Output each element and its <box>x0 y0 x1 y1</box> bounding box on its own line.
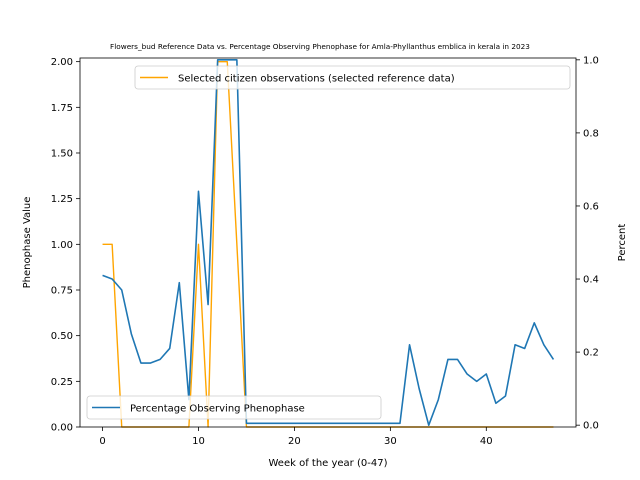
left-tick-label: 1.50 <box>51 148 73 159</box>
bottom-tick-label: 10 <box>192 436 205 447</box>
chart-title: Flowers_bud Reference Data vs. Percentag… <box>110 42 530 51</box>
right-tick-label: 0.0 <box>583 421 599 432</box>
right-y-axis-label: Percent <box>617 224 628 262</box>
legend-box <box>134 65 571 90</box>
legend-top: Selected citizen observations (selected … <box>134 65 571 90</box>
left-y-axis-label: Phenophase Value <box>22 197 33 289</box>
bottom-tick-label: 30 <box>384 436 397 447</box>
plot-area <box>102 59 555 428</box>
right-tick-label: 0.2 <box>583 348 599 359</box>
right-tick-label: 0.6 <box>583 201 599 212</box>
bottom-tick-label: 40 <box>480 436 493 447</box>
left-tick-label: 0.50 <box>51 331 73 342</box>
series-line-percentage <box>102 59 555 426</box>
legend-box <box>86 395 382 420</box>
plot-frame <box>79 57 577 428</box>
left-tick-label: 1.25 <box>51 194 73 205</box>
legend-label: Percentage Observing Phenophase <box>130 404 305 415</box>
right-axis-ticks: 0.0 0.2 0.4 0.6 0.8 1.0 <box>576 55 599 432</box>
bottom-tick-label: 0 <box>99 436 105 447</box>
legend-label: Selected citizen observations (selected … <box>178 74 455 85</box>
right-tick-label: 1.0 <box>583 55 599 66</box>
x-axis-label: Week of the year (0-47) <box>269 458 388 469</box>
left-tick-label: 0.00 <box>51 423 73 434</box>
left-tick-label: 1.00 <box>51 240 73 251</box>
right-tick-label: 0.8 <box>583 128 599 139</box>
legend-bottom: Percentage Observing Phenophase <box>86 395 382 420</box>
left-tick-label: 0.25 <box>51 377 73 388</box>
series-line-citizen <box>102 60 554 428</box>
left-axis-ticks: 0.00 0.25 0.50 0.75 1.00 1.25 1.50 1.75 2.00 <box>51 57 80 434</box>
left-tick-label: 1.75 <box>51 103 73 114</box>
bottom-axis-ticks: 0 10 20 30 40 <box>99 427 493 447</box>
bottom-tick-label: 20 <box>288 436 301 447</box>
left-tick-label: 0.75 <box>51 285 73 296</box>
right-tick-label: 0.4 <box>583 275 599 286</box>
left-tick-label: 2.00 <box>51 57 73 68</box>
